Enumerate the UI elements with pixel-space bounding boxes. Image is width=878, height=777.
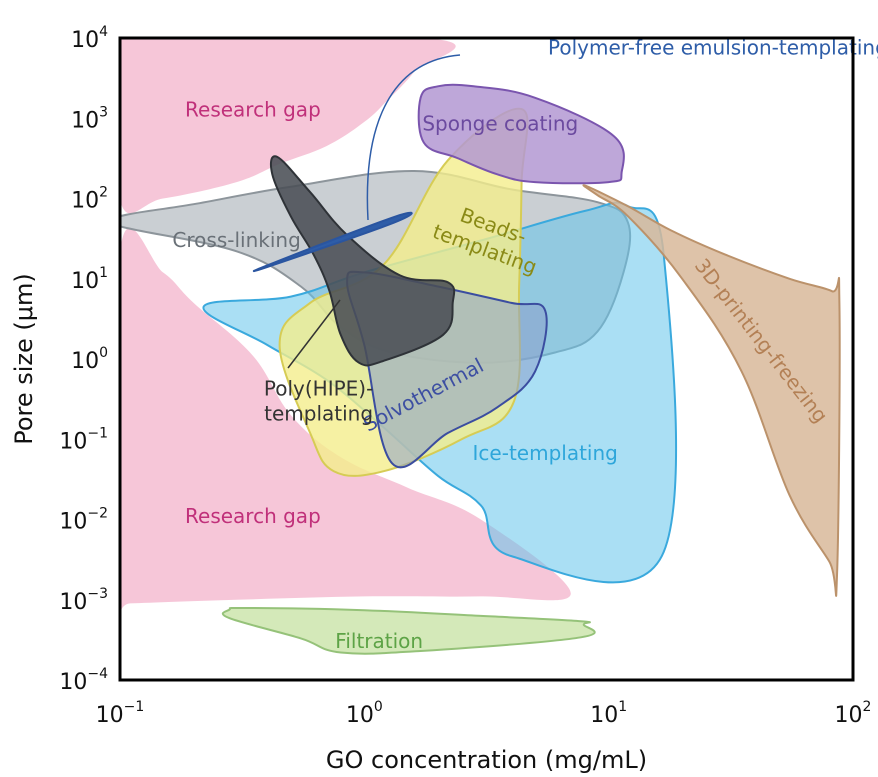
- region-3d-printing-freezing-8: [582, 184, 841, 597]
- y-tick-label-6: 102: [71, 185, 108, 214]
- region-polymer-free-emulsion-templating-10: [252, 211, 413, 273]
- region-label-research-gap-0: Research gap: [185, 98, 321, 122]
- y-tick-label-8: 104: [71, 24, 108, 53]
- x-tick-label-0: 10−1: [96, 699, 145, 728]
- y-tick-label-1: 10−3: [59, 586, 108, 615]
- y-tick-label-5: 101: [71, 265, 108, 294]
- region-poly-hipe-templating-7: [269, 155, 456, 367]
- region-label-polymer-free-emulsion-templating-10: Polymer-free emulsion-templating: [548, 36, 878, 60]
- y-tick-label-4: 100: [71, 345, 108, 374]
- region-research-gap-1: [120, 227, 571, 624]
- region-label-poly-hipe-templating-7: Poly(HIPE)-templating: [264, 377, 373, 426]
- region-label-research-gap-1: Research gap: [185, 504, 321, 528]
- y-axis-ticks: 10−4 10−3 10−2 10−1 100 101 102 103 104: [59, 24, 108, 695]
- y-tick-label-7: 103: [71, 104, 108, 133]
- region-label-filtration-9: Filtration: [335, 629, 423, 653]
- region-sponge-coating-5: [417, 83, 625, 185]
- y-axis-label: Pore size (μm): [10, 273, 38, 445]
- y-tick-label-3: 10−1: [59, 425, 108, 454]
- region-label-cross-linking-2: Cross-linking: [172, 228, 300, 252]
- chart-callouts: [287, 54, 461, 369]
- plot-frame: [118, 36, 855, 682]
- y-tick-label-2: 10−2: [59, 506, 108, 535]
- region-label-sponge-coating-5: Sponge coating: [422, 112, 578, 136]
- x-axis-label: GO concentration (mg/mL): [326, 746, 647, 774]
- region-label-ice-templating-3: Ice-templating: [473, 441, 618, 465]
- chart-regions: [120, 38, 841, 655]
- callout-polymer-free-line: [366, 54, 461, 221]
- y-tick-label-0: 10−4: [59, 666, 108, 695]
- region-research-gap-0: [120, 38, 456, 214]
- x-tick-label-1: 100: [346, 699, 383, 728]
- x-tick-label-3: 102: [835, 699, 872, 728]
- region-filtration-9: [221, 606, 596, 655]
- x-tick-label-2: 101: [590, 699, 627, 728]
- x-axis-ticks: 10−1 100 101 102: [96, 699, 872, 728]
- callout-poly-hipe-line: [287, 299, 341, 369]
